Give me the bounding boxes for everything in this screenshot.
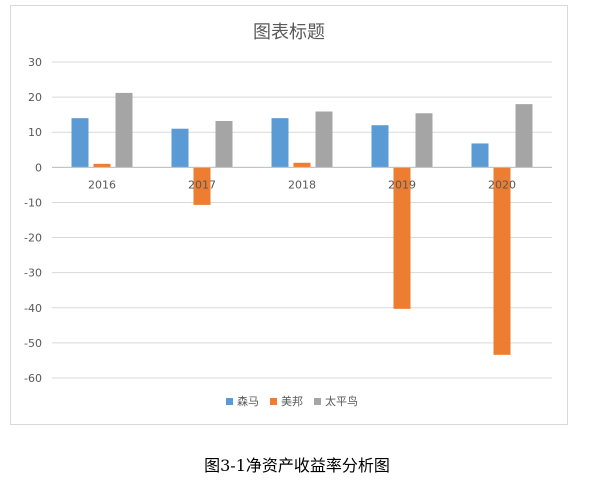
y-tick-label: -50 — [24, 337, 42, 350]
legend-label: 美邦 — [281, 395, 303, 408]
y-tick-label: -20 — [24, 232, 42, 245]
bar-森马-2017 — [171, 128, 189, 168]
y-tick-label: -60 — [24, 372, 42, 385]
bar-森马-2018 — [271, 118, 289, 168]
x-tick-label: 2018 — [288, 178, 316, 191]
bar-太平鸟-2017 — [215, 120, 233, 168]
bar-美邦-2019 — [393, 167, 411, 309]
legend-swatch-美邦 — [270, 398, 277, 405]
bar-太平鸟-2020 — [515, 104, 533, 168]
chart-title: 图表标题 — [253, 22, 325, 43]
x-tick-label: 2020 — [488, 178, 516, 191]
bar-美邦-2016 — [93, 163, 111, 168]
figure-caption: 图3-1净资产收益率分析图 — [204, 456, 390, 475]
y-tick-label: 10 — [28, 126, 42, 139]
bar-美邦-2017 — [193, 167, 211, 205]
bar-太平鸟-2016 — [115, 92, 133, 168]
x-tick-label: 2016 — [88, 178, 116, 191]
y-tick-label: -30 — [24, 267, 42, 280]
legend-swatch-森马 — [226, 398, 233, 405]
chart-frame — [10, 5, 568, 425]
legend-label: 太平鸟 — [325, 394, 358, 408]
bar-森马-2016 — [71, 118, 89, 168]
bar-太平鸟-2019 — [415, 113, 433, 168]
bar-chart-plot: 30 20 10 0 -10 -20 -30 -40 -50 -60 2016 2017 2018 201… — [24, 56, 552, 408]
y-tick-label: 30 — [28, 56, 42, 69]
bar-美邦-2020 — [493, 167, 511, 355]
legend-swatch-太平鸟 — [314, 398, 321, 405]
legend-label: 森马 — [237, 394, 259, 408]
bar-森马-2019 — [371, 125, 389, 168]
y-tick-label: -10 — [24, 196, 42, 209]
y-tick-label: -40 — [24, 302, 42, 315]
x-tick-label: 2017 — [188, 178, 216, 191]
bar-美邦-2018 — [293, 162, 311, 168]
y-tick-label: 20 — [28, 91, 42, 104]
bar-太平鸟-2018 — [315, 111, 333, 168]
y-tick-label: 0 — [35, 161, 42, 174]
x-tick-label: 2019 — [388, 178, 416, 191]
bar-森马-2020 — [471, 143, 489, 168]
